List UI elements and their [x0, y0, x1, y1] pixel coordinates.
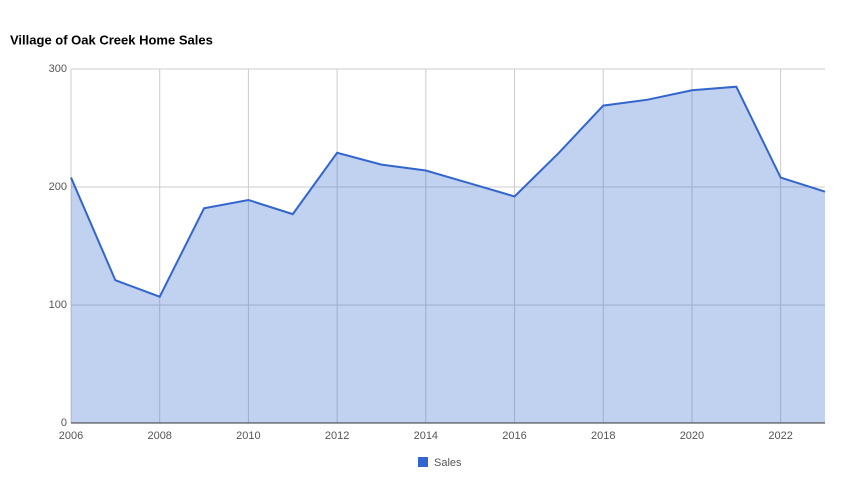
- y-tick-label: 300: [49, 63, 67, 75]
- x-tick-label: 2008: [147, 430, 171, 442]
- x-tick-label: 2022: [768, 430, 792, 442]
- area-fill: [71, 86, 825, 423]
- x-tick-label: 2012: [325, 430, 349, 442]
- y-tick-label: 200: [49, 181, 67, 193]
- x-tick-label: 2016: [502, 430, 526, 442]
- y-tick-label: 0: [61, 417, 67, 429]
- chart-title: Village of Oak Creek Home Sales: [10, 32, 213, 47]
- area-line: [70, 85, 826, 298]
- legend-label: Sales: [434, 457, 462, 469]
- x-tick-label: 2018: [591, 430, 615, 442]
- y-tick-label: 100: [49, 299, 67, 311]
- x-tick-label: 2010: [236, 430, 260, 442]
- x-tick-label: 2014: [414, 430, 438, 442]
- x-tick-label: 2006: [59, 430, 83, 442]
- x-tick-label: 2020: [680, 430, 704, 442]
- legend-swatch: [418, 457, 428, 467]
